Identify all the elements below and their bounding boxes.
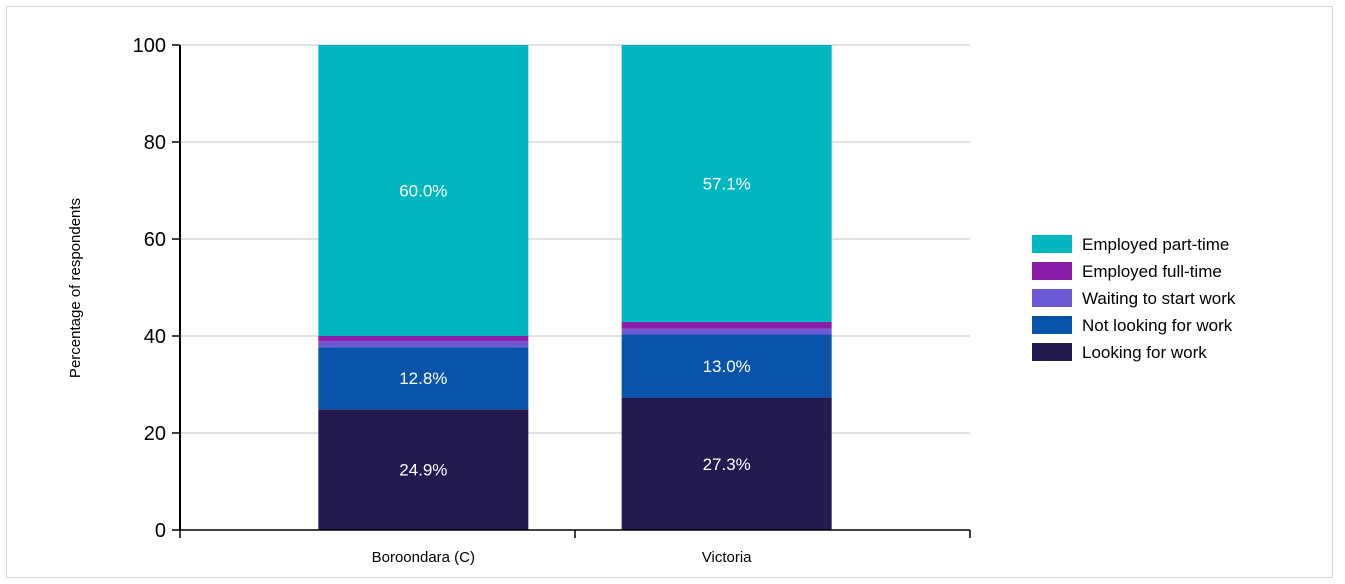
bar-segment bbox=[621, 328, 832, 335]
bar-segment bbox=[621, 334, 832, 398]
y-tick-label: 80 bbox=[144, 132, 166, 154]
legend-swatch bbox=[1032, 235, 1072, 253]
data-label: 27.3% bbox=[703, 455, 751, 474]
legend-label: Employed part-time bbox=[1082, 235, 1229, 254]
y-tick-label: 100 bbox=[133, 35, 166, 57]
bars: 24.9% 12.8% 60.0% 27.3% 13.0% 57.1% bbox=[318, 45, 832, 530]
legend: Employed part-time Employed full-time Wait… bbox=[1032, 235, 1236, 362]
legend-swatch bbox=[1032, 289, 1072, 307]
legend-label: Looking for work bbox=[1082, 343, 1207, 362]
y-tick-label: 0 bbox=[155, 520, 166, 542]
axes bbox=[179, 45, 971, 538]
x-category-label: Boroondara (C) bbox=[372, 549, 475, 566]
data-label: 57.1% bbox=[703, 174, 751, 193]
y-ticks: 0 20 40 60 80 100 bbox=[133, 35, 180, 542]
bar-segment bbox=[318, 336, 529, 342]
data-label: 12.8% bbox=[399, 369, 447, 388]
legend-label: Employed full-time bbox=[1082, 262, 1222, 281]
bar-segment bbox=[318, 347, 529, 410]
data-label: 60.0% bbox=[399, 182, 447, 201]
y-tick-label: 40 bbox=[144, 326, 166, 348]
data-label: 24.9% bbox=[399, 461, 447, 480]
bar-segment bbox=[318, 341, 529, 348]
x-categories: Boroondara (C) Victoria bbox=[372, 549, 753, 566]
legend-swatch bbox=[1032, 343, 1072, 361]
x-category-label: Victoria bbox=[702, 549, 752, 566]
y-tick-label: 60 bbox=[144, 229, 166, 251]
y-axis-title: Percentage of respondents bbox=[67, 198, 84, 378]
bar-segment bbox=[621, 397, 832, 530]
legend-swatch bbox=[1032, 262, 1072, 280]
bar-segment bbox=[621, 45, 832, 322]
bar-segment bbox=[318, 45, 529, 336]
legend-label: Waiting to start work bbox=[1082, 289, 1236, 308]
data-label: 13.0% bbox=[703, 357, 751, 376]
legend-label: Not looking for work bbox=[1082, 316, 1233, 335]
gridlines bbox=[180, 44, 970, 434]
bar-segment bbox=[318, 409, 529, 530]
legend-swatch bbox=[1032, 316, 1072, 334]
bar-segment bbox=[621, 321, 832, 329]
y-tick-label: 20 bbox=[144, 423, 166, 445]
